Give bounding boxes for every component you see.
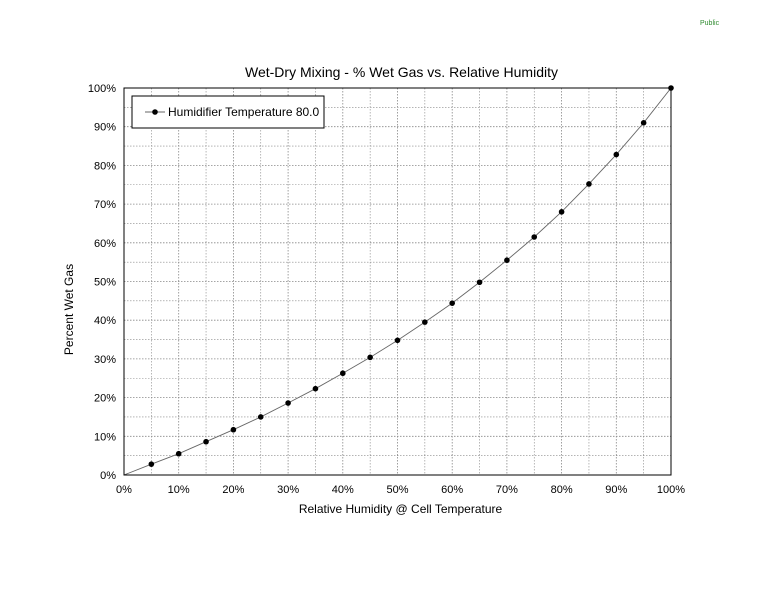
x-tick-label: 0%	[116, 484, 132, 496]
y-tick-label: 90%	[94, 122, 116, 134]
x-tick-label: 40%	[332, 484, 354, 496]
data-point	[312, 385, 319, 392]
y-tick-label: 80%	[94, 160, 116, 172]
data-point	[476, 279, 483, 286]
y-tick-label: 20%	[94, 393, 116, 405]
data-point	[613, 151, 620, 158]
data-point	[504, 257, 510, 264]
y-tick-label: 100%	[88, 83, 116, 95]
legend-series-label: Humidifier Temperature 80.0	[168, 105, 320, 119]
data-point	[422, 319, 428, 325]
x-tick-label: 70%	[496, 484, 518, 496]
data-point	[640, 120, 647, 126]
data-point	[531, 234, 538, 240]
data-point	[586, 181, 592, 187]
y-tick-label: 70%	[94, 199, 116, 211]
y-tick-label: 40%	[94, 315, 116, 327]
chart-title: Wet-Dry Mixing - % Wet Gas vs. Relative …	[245, 64, 558, 80]
data-point	[285, 400, 291, 406]
x-tick-label: 20%	[222, 484, 244, 496]
y-tick-label: 50%	[94, 277, 116, 289]
y-tick-label: 10%	[94, 431, 116, 443]
x-tick-label: 60%	[441, 484, 463, 496]
gridlines	[124, 88, 671, 475]
data-point	[230, 426, 237, 433]
data-point	[558, 209, 565, 215]
data-point	[203, 438, 209, 445]
data-point	[449, 300, 456, 306]
x-tick-label: 30%	[277, 484, 299, 496]
x-tick-label: 10%	[168, 484, 190, 496]
data-point	[148, 461, 155, 467]
y-tick-label: 30%	[94, 354, 116, 366]
data-point	[257, 414, 264, 420]
y-tick-label: 60%	[94, 238, 116, 250]
x-tick-label: 50%	[386, 484, 408, 496]
legend-marker	[152, 109, 158, 115]
x-tick-label: 100%	[657, 484, 685, 496]
data-point	[175, 450, 182, 457]
data-point	[340, 370, 346, 377]
x-tick-label: 90%	[605, 484, 627, 496]
data-point	[367, 354, 373, 361]
x-axis-label: Relative Humidity @ Cell Temperature	[299, 502, 503, 516]
y-tick-label: 0%	[100, 470, 116, 482]
classification-label: Public	[700, 20, 720, 27]
legend: Humidifier Temperature 80.0	[131, 95, 325, 129]
data-series	[123, 85, 674, 476]
y-axis-label: Percent Wet Gas	[62, 264, 76, 355]
plot-frame	[123, 87, 672, 476]
tick-labels: 0% 10% 20% 30% 40% 50% 60% 70% 80% 90% 100% 0% 10% 20…	[88, 83, 685, 496]
data-point	[394, 337, 401, 344]
x-tick-label: 80%	[551, 484, 573, 496]
